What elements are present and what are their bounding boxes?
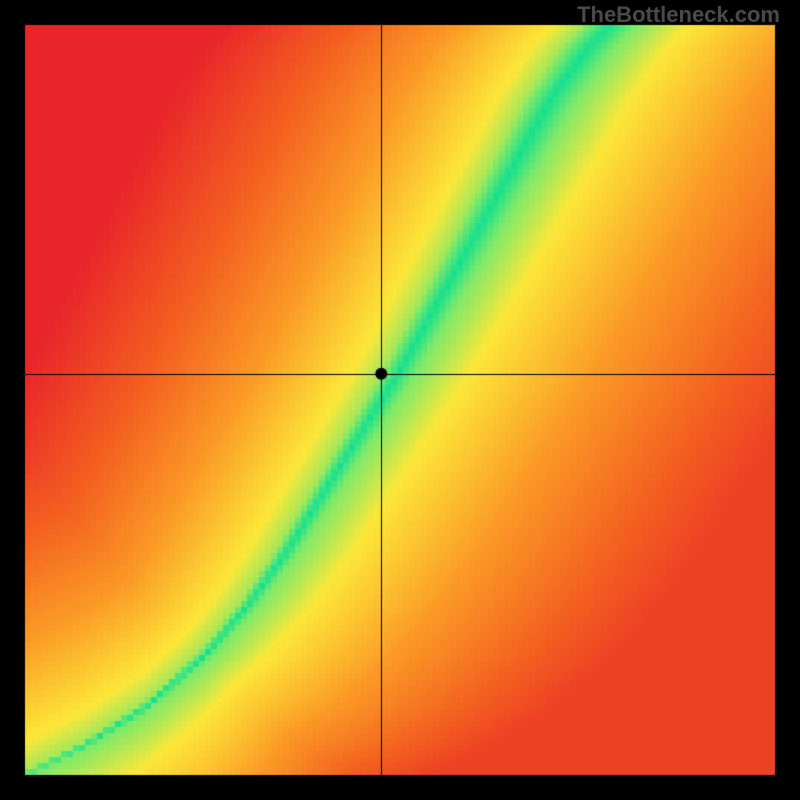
- chart-container: TheBottleneck.com: [0, 0, 800, 800]
- heatmap-canvas: [0, 0, 800, 800]
- watermark-text: TheBottleneck.com: [577, 2, 780, 28]
